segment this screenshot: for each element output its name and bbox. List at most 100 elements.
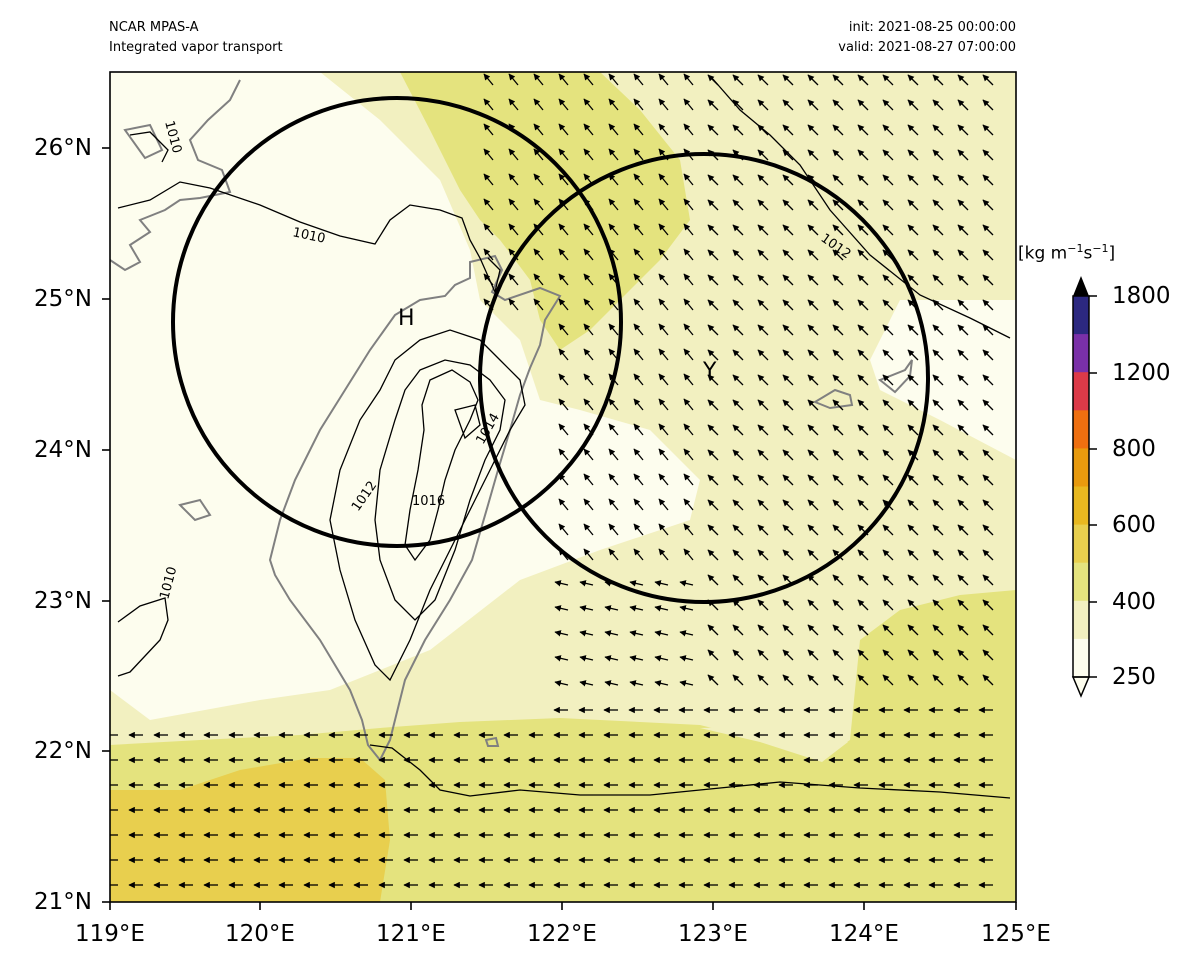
ivt-vector-arrow [907, 149, 919, 161]
ivt-vector-arrow [707, 349, 719, 361]
ivt-vector-arrow [807, 424, 819, 436]
ivt-vector-arrow [583, 123, 594, 136]
ivt-vector-arrow [807, 349, 819, 361]
ivt-vector-arrow [604, 605, 619, 612]
ivt-vector-arrow [558, 373, 569, 386]
ivt-vector-arrow [932, 424, 944, 436]
ivt-vector-arrow [932, 674, 944, 686]
ivt-vector-arrow [508, 298, 519, 311]
ivt-vector-arrow [982, 199, 994, 211]
ivt-vector-arrow [757, 524, 769, 536]
ivt-vector-arrow [882, 624, 894, 636]
ivt-vector-arrow [832, 174, 844, 186]
ivt-vector-arrow [907, 474, 919, 486]
ivt-vector-arrow [957, 174, 969, 186]
ivt-vector-arrow [807, 374, 819, 386]
ivt-vector-arrow [732, 349, 744, 361]
ivt-vector-arrow [658, 173, 669, 186]
model-title: NCAR MPAS-A [109, 20, 199, 35]
colorbar-segment [1073, 562, 1089, 602]
ivt-vector-arrow [982, 424, 994, 436]
ivt-fill-layer [110, 72, 1016, 902]
ivt-vector-arrow [807, 199, 819, 211]
ivt-vector-arrow [957, 499, 969, 511]
ivt-vector-arrow [658, 523, 669, 536]
ivt-vector-arrow [857, 149, 869, 161]
ivt-vector-arrow [882, 524, 894, 536]
ivt-vector-arrow [807, 149, 819, 161]
ivt-vector-arrow [957, 599, 969, 611]
ivt-vector-arrow [732, 574, 744, 586]
ivt-vector-arrow [807, 599, 819, 611]
ivt-vector-arrow [732, 249, 744, 261]
ivt-vector-arrow [982, 224, 994, 236]
ivt-vector-arrow [757, 374, 769, 386]
ivt-vector-arrow [782, 199, 794, 211]
ivt-vector-arrow [807, 649, 819, 661]
ivt-vector-arrow [679, 680, 694, 687]
ivt-vector-arrow [857, 649, 869, 661]
ivt-vector-arrow [932, 549, 944, 561]
ivt-vector-arrow [683, 448, 694, 461]
ivt-vector-arrow [633, 248, 644, 261]
ivt-vector-arrow [807, 524, 819, 536]
ivt-vector-arrow [683, 223, 694, 236]
ivt-vector-arrow [633, 273, 644, 286]
ivt-vector-arrow [832, 349, 844, 361]
ivt-vector-arrow [932, 374, 944, 386]
ivt-vector-arrow [583, 398, 594, 411]
isobar-label: 1010 [291, 225, 326, 247]
coastline-layer [110, 79, 913, 762]
ivt-vector-arrow [882, 549, 894, 561]
ivt-vector-arrow [882, 424, 894, 436]
ivt-vector-arrow [832, 449, 844, 461]
ivt-vector-arrow [782, 549, 794, 561]
ivt-vector-arrow [907, 499, 919, 511]
ivt-vector-arrow [483, 198, 494, 211]
ivt-vector-arrow [732, 374, 744, 386]
ivt-vector-arrow [757, 474, 769, 486]
ivt-vector-arrow [707, 399, 719, 411]
ivt-vector-arrow [982, 549, 994, 561]
ivt-vector-arrow [608, 298, 619, 311]
valid-time: valid: 2021-08-27 07:00:00 [838, 40, 1016, 55]
ivt-vector-arrow [558, 523, 569, 536]
ivt-vector-arrow [707, 499, 719, 511]
ivt-vector-arrow [707, 99, 719, 111]
ivt-vector-arrow [707, 374, 719, 386]
ivt-vector-arrow [707, 574, 719, 586]
ivt-vector-arrow [982, 249, 994, 261]
ivt-vector-arrow [533, 273, 544, 286]
ivt-vector-arrow [782, 674, 794, 686]
ivt-vector-arrow [732, 274, 744, 286]
ivt-vector-arrow [882, 574, 894, 586]
ivt-vector-arrow [907, 399, 919, 411]
ivt-vector-arrow [857, 574, 869, 586]
ivt-vector-arrow [807, 224, 819, 236]
ivt-vector-arrow [832, 324, 844, 336]
ivt-vector-arrow [832, 274, 844, 286]
ivt-vector-arrow [857, 274, 869, 286]
ivt-vector-arrow [583, 98, 594, 111]
ivt-vector-arrow [583, 523, 594, 536]
ivt-vector-arrow [579, 605, 594, 612]
ivt-vector-arrow [732, 624, 744, 636]
ivt-vector-arrow [608, 148, 619, 161]
ivt-vector-arrow [707, 524, 719, 536]
colorbar-tick-label: 1800 [1112, 283, 1171, 309]
lat-tick-label: 22°N [34, 738, 92, 764]
colorbar-segment [1073, 448, 1089, 487]
ivt-vector-arrow [757, 399, 769, 411]
ivt-vector-arrow [857, 549, 869, 561]
high-circle [171, 96, 623, 548]
ivt-vector-arrow [807, 499, 819, 511]
ivt-vector-arrow [583, 548, 594, 561]
ivt-vector-arrow [807, 124, 819, 136]
ivt-vector-arrow [957, 199, 969, 211]
ivt-vector-arrow [882, 324, 894, 336]
ivt-vector-arrow [679, 655, 694, 662]
ivt-vector-arrow [732, 649, 744, 661]
ivt-vector-arrow [832, 674, 844, 686]
ivt-vector-arrow [732, 299, 744, 311]
